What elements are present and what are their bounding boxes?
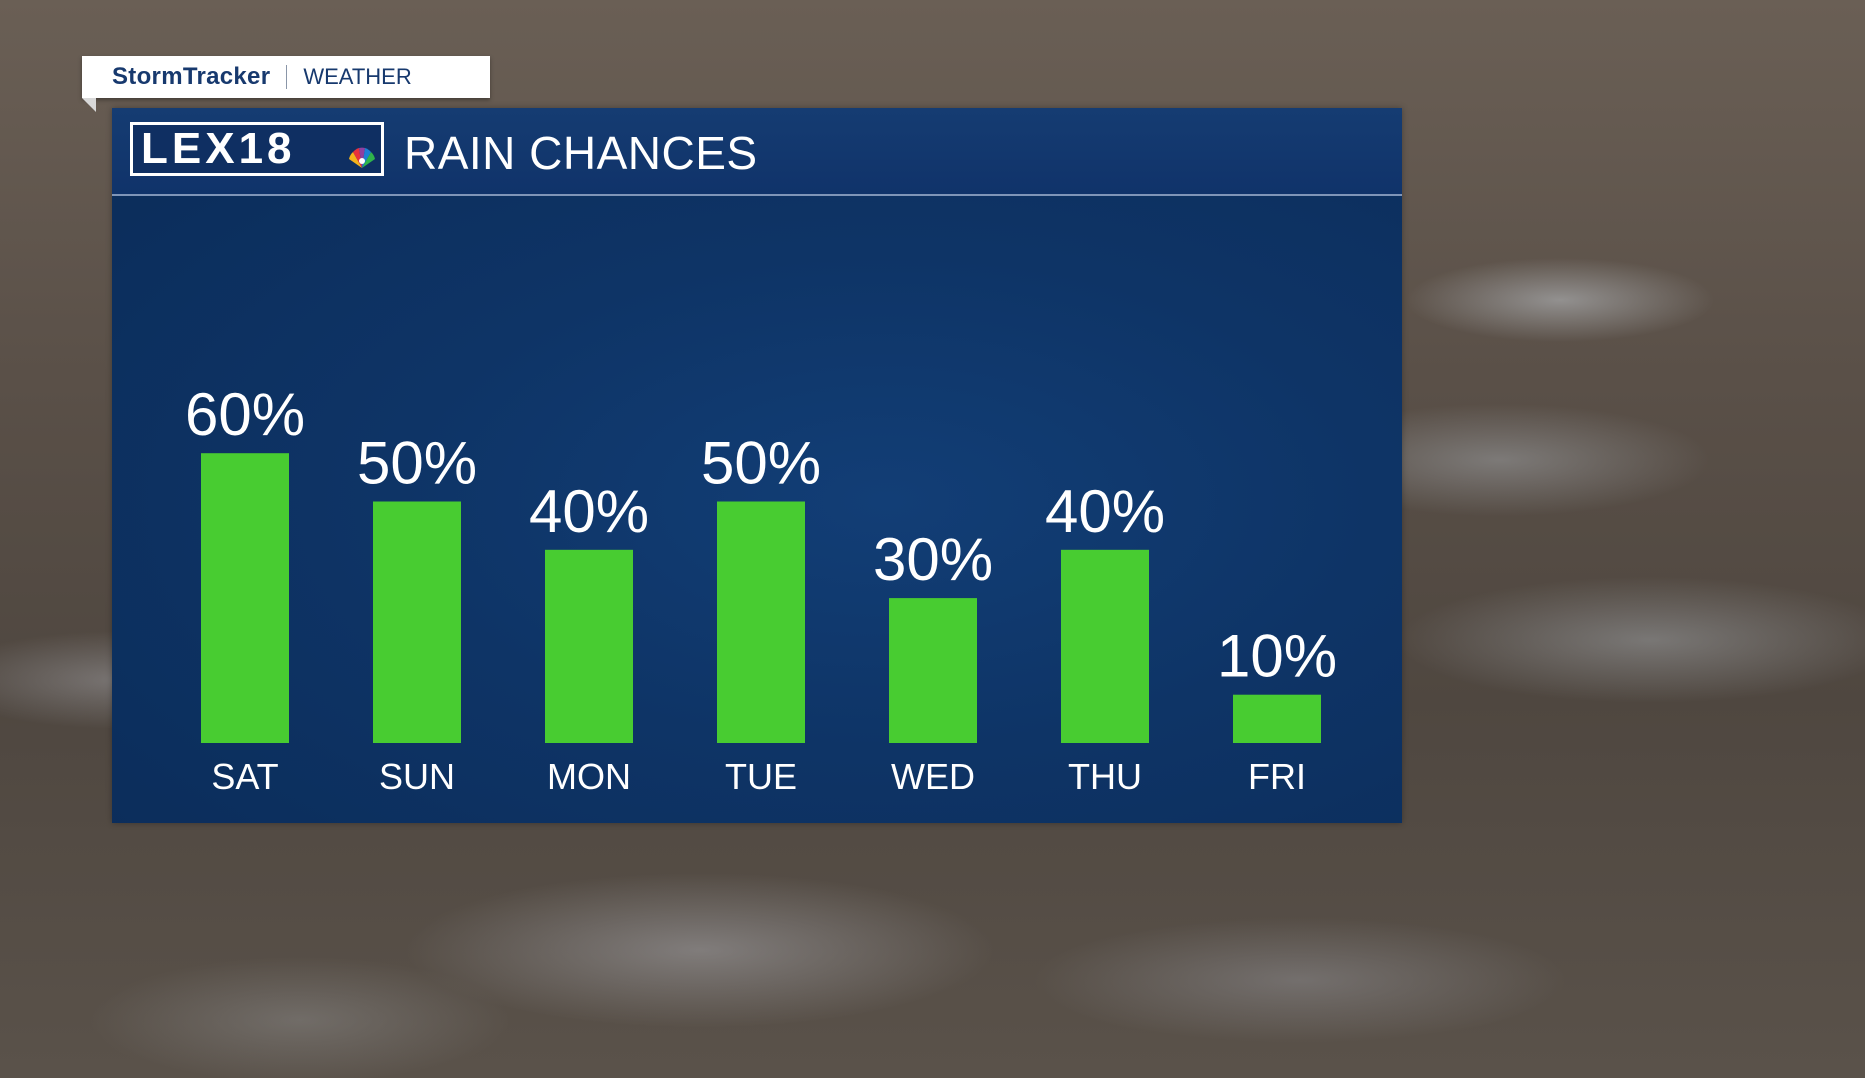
brand-name: StormTracker (112, 63, 271, 90)
brand-section: WEATHER (303, 64, 412, 89)
category-label-thu: THU (1068, 756, 1142, 797)
brand-divider (286, 65, 288, 89)
value-label-thu: 40% (1045, 478, 1165, 545)
station-logo-text: LEX18 (141, 124, 296, 173)
bar-tue (717, 501, 805, 743)
bar-sat (201, 453, 289, 743)
bar-wed (889, 598, 977, 743)
bar-sun (373, 501, 461, 743)
rain-chance-chart: 60% SAT 50% SUN 40% MON 50% TUE 30% WED 40% THU 10% F… (185, 381, 1337, 797)
value-label-tue: 50% (701, 430, 821, 497)
bar-fri (1233, 694, 1321, 743)
value-label-wed: 30% (873, 526, 993, 593)
value-label-sun: 50% (357, 430, 477, 497)
station-logo: LEX18 (130, 122, 384, 176)
value-label-fri: 10% (1217, 623, 1337, 690)
bar-thu (1061, 549, 1149, 743)
category-label-tue: TUE (725, 756, 797, 797)
value-label-sat: 60% (185, 381, 305, 448)
bar-mon (545, 549, 633, 743)
panel-title: RAIN CHANCES (404, 127, 758, 179)
value-label-mon: 40% (529, 478, 649, 545)
brand-tab-tail (82, 98, 96, 112)
category-label-wed: WED (891, 756, 975, 797)
peacock-icon (349, 147, 375, 168)
category-label-sat: SAT (211, 756, 278, 797)
category-label-mon: MON (547, 756, 631, 797)
category-label-sun: SUN (379, 756, 455, 797)
brand-tab: StormTracker WEATHER (82, 56, 490, 98)
category-label-fri: FRI (1248, 756, 1306, 797)
panel-header: LEX18 RAIN CHANCES (112, 108, 1402, 196)
